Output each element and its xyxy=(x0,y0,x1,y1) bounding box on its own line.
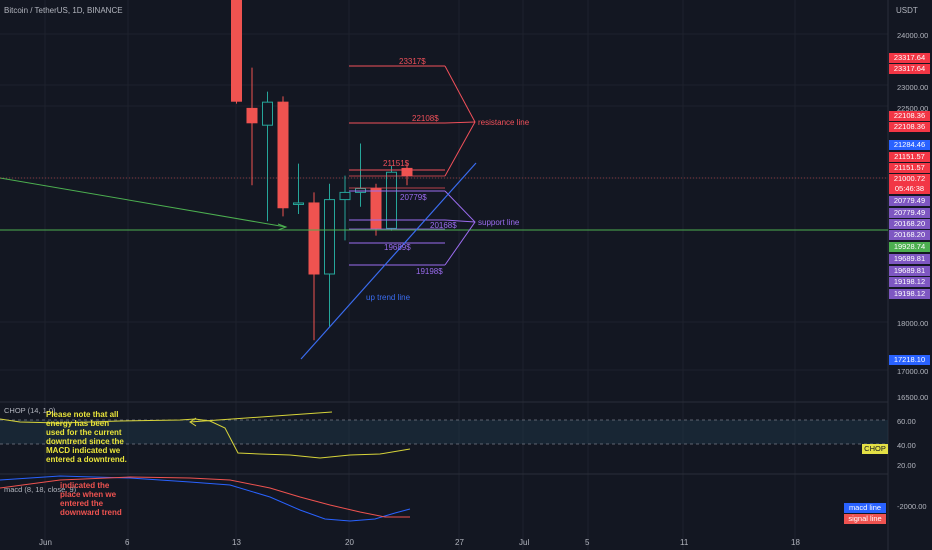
green-trend-line xyxy=(0,177,287,228)
price-tag-support: 20779.49 xyxy=(889,196,930,206)
drawings: 23317$ 22108$ 21151$ 20779$ 20168$ 19689$ 1919… xyxy=(0,57,888,360)
indicator-tick: 40.00 xyxy=(897,441,916,450)
indicator-tick: 60.00 xyxy=(897,417,916,426)
time-tick: 6 xyxy=(125,538,130,547)
chop-band xyxy=(0,420,888,444)
annotation-label: 21151$ xyxy=(383,159,410,168)
indicator-tick: 20.00 xyxy=(897,461,916,470)
price-tag-support: 19689.81 xyxy=(889,254,930,264)
chop-arrow-head xyxy=(189,417,197,427)
candle xyxy=(277,101,289,209)
candle xyxy=(386,171,397,229)
candle xyxy=(370,188,382,229)
annotation-label: resistance line xyxy=(478,118,530,127)
chop-indicator xyxy=(0,411,888,459)
chop-line xyxy=(0,418,411,459)
price-tick: 17000.00 xyxy=(897,367,929,376)
support-pointer xyxy=(444,219,476,223)
candle xyxy=(246,107,258,124)
price-tag-support: 19198.12 xyxy=(889,289,930,299)
chop-drawn-line xyxy=(189,411,333,423)
price-tag-support: 20168.20 xyxy=(889,230,930,240)
price-unit: USDT xyxy=(896,6,918,15)
macd-indicator xyxy=(0,475,411,522)
time-tick: 20 xyxy=(345,538,354,547)
annotation-label: 19689$ xyxy=(384,243,411,252)
chop-tag: CHOP xyxy=(862,444,888,454)
resistance-bracket xyxy=(444,65,476,177)
price-tag-resistance: 23317.64 xyxy=(889,53,930,63)
time-tick: 11 xyxy=(680,538,689,547)
price-tag-trend: 21284.46 xyxy=(889,140,930,150)
macd-note: indicated the place when we entered the … xyxy=(60,481,122,517)
time-tick: Jun xyxy=(39,538,52,547)
symbol-title: Bitcoin / TetherUS, 1D, BINANCE xyxy=(4,6,123,15)
price-tag-resistance: 23317.64 xyxy=(889,64,930,74)
price-tag-resistance: 22108.36 xyxy=(889,111,930,121)
annotation-label: up trend line xyxy=(366,293,411,302)
price-tick: 24000.00 xyxy=(897,31,929,40)
annotation-label: support line xyxy=(478,218,520,227)
time-tick: 13 xyxy=(232,538,241,547)
price-tick: 18000.00 xyxy=(897,319,929,328)
price-tick: 22500.00 xyxy=(897,104,929,113)
macd-legend[interactable]: macd (8, 18, close, 9) xyxy=(4,485,77,494)
price-tag-support: 20168.20 xyxy=(889,219,930,229)
resistance-pointer xyxy=(444,121,476,124)
annotation-label: 20168$ xyxy=(430,221,457,230)
price-tag-resistance: 05:46:38 xyxy=(889,184,930,194)
candle xyxy=(324,199,335,275)
indicator-tick: -2000.00 xyxy=(897,502,927,511)
candle xyxy=(231,0,242,102)
price-tag-resistance: 22108.36 xyxy=(889,122,930,132)
candle xyxy=(339,191,351,201)
price-tag-support: 20779.49 xyxy=(889,208,930,218)
price-tick: 16500.00 xyxy=(897,393,929,402)
signal-line-legend: signal line xyxy=(844,514,886,524)
candle xyxy=(401,167,413,177)
candle xyxy=(308,202,320,275)
price-tag-trend: 17218.10 xyxy=(889,355,930,365)
grid xyxy=(0,0,888,550)
chop-legend[interactable]: CHOP (14, 1.0) xyxy=(4,406,56,415)
chop-note: Please note that all energy has been use… xyxy=(46,410,127,464)
time-tick: 27 xyxy=(455,538,464,547)
candle xyxy=(293,202,304,205)
price-tag-resistance: 21000.72 xyxy=(889,174,930,184)
green-arrow-head xyxy=(277,223,288,231)
price-tag-green: 19928.74 xyxy=(889,242,930,252)
pane-separators xyxy=(0,401,888,475)
price-tag-resistance: 21151.57 xyxy=(889,163,930,173)
time-tick: 5 xyxy=(585,538,590,547)
price-tag-support: 19198.12 xyxy=(889,277,930,287)
time-tick: Jul xyxy=(519,538,530,547)
price-tag-support: 19689.81 xyxy=(889,266,930,276)
annotation-label: 19198$ xyxy=(416,267,443,276)
candle-series xyxy=(231,0,413,341)
annotation-label: 23317$ xyxy=(399,57,426,66)
signal-line xyxy=(0,476,410,518)
price-tick: 23000.00 xyxy=(897,83,929,92)
candle xyxy=(262,101,273,126)
annotation-label: 20779$ xyxy=(400,193,427,202)
time-tick: 18 xyxy=(791,538,800,547)
macd-line-legend: macd line xyxy=(844,503,886,513)
annotation-label: 22108$ xyxy=(412,114,439,123)
up-trend-line xyxy=(300,162,477,360)
candle xyxy=(355,188,366,193)
price-tag-resistance: 21151.57 xyxy=(889,152,930,162)
